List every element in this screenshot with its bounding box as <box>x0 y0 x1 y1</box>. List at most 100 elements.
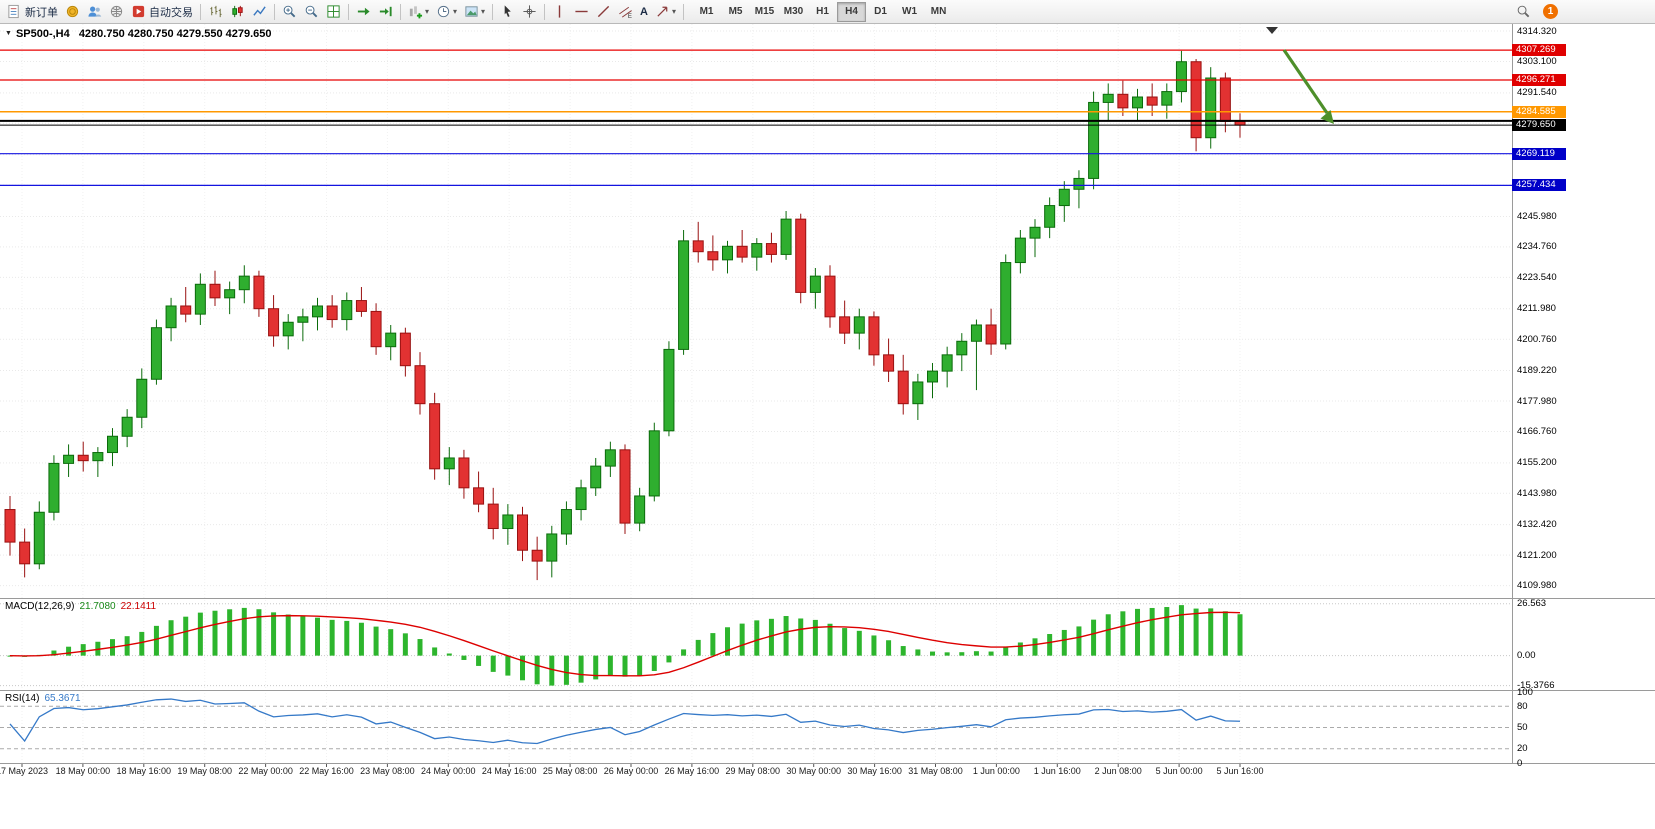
timeframe-button-h4[interactable]: H4 <box>837 1 867 22</box>
candle-body <box>1073 177 1085 190</box>
timeframe-button-m1[interactable]: M1 <box>699 6 714 17</box>
macd-histogram-bar <box>1149 607 1155 656</box>
macd-histogram-bar <box>241 607 247 656</box>
deposit-button[interactable] <box>62 2 83 22</box>
zoom-out-button[interactable] <box>301 2 322 22</box>
line-chart-button[interactable] <box>249 2 270 22</box>
macd-histogram-bar <box>1222 611 1228 656</box>
community-button[interactable] <box>106 2 127 22</box>
auto-scroll-button[interactable] <box>353 2 374 22</box>
candle-body <box>1117 93 1129 109</box>
cursor-button[interactable] <box>497 2 518 22</box>
horizontal-line-button[interactable] <box>571 2 592 22</box>
new-chart-dropdown[interactable]: ▾ <box>405 2 432 22</box>
candle-body <box>751 243 763 258</box>
toolbar-separator <box>683 3 685 20</box>
zoom-in-icon <box>283 5 296 18</box>
candle-body <box>590 465 602 489</box>
symbol-dropdown-icon[interactable]: ▼ <box>5 30 12 37</box>
profile-button[interactable] <box>84 2 105 22</box>
macd-histogram-bar <box>1178 605 1184 656</box>
autotrading-label: 自动交易 <box>149 6 193 19</box>
macd-histogram-bar <box>124 636 130 656</box>
macd-histogram-bar <box>768 618 774 656</box>
candle-body <box>707 251 719 261</box>
macd-histogram-bar <box>856 630 862 656</box>
template-image-icon <box>465 6 478 17</box>
candle-body <box>634 495 646 524</box>
macd-histogram-bar <box>783 616 789 656</box>
candle-body <box>180 305 192 315</box>
equidistant-channel-icon: E <box>619 6 632 19</box>
rsi-line <box>9 698 1241 745</box>
chart-shift-button[interactable] <box>375 2 396 22</box>
macd-histogram-bar <box>476 655 482 666</box>
notification-badge[interactable]: 1 <box>1543 4 1558 19</box>
candle-body <box>487 503 499 530</box>
candle-body <box>1132 96 1144 109</box>
macd-histogram-bar <box>520 655 526 681</box>
macd-histogram-bar <box>300 616 306 656</box>
timeframe-button-d1[interactable]: D1 <box>874 6 887 17</box>
macd-main-value: 21.7080 <box>79 601 116 612</box>
candle-body <box>443 457 455 470</box>
arrows-dropdown[interactable]: ▾ <box>652 2 679 22</box>
candlestick-chart-button[interactable] <box>227 2 248 22</box>
macd-histogram-bar <box>930 651 936 656</box>
candle-body <box>912 381 924 405</box>
candle-body <box>868 316 880 356</box>
macd-histogram-bar <box>490 655 496 672</box>
candle-body <box>1161 91 1173 106</box>
timeframe-button-m15[interactable]: M15 <box>754 6 775 17</box>
macd-histogram-bar <box>139 631 145 656</box>
profiles-dropdown[interactable]: ▾ <box>433 2 460 22</box>
macd-histogram-bar <box>80 644 86 656</box>
vertical-line-button[interactable] <box>549 2 570 22</box>
timeframe-button-mn[interactable]: MN <box>930 6 947 17</box>
candle-body <box>165 305 177 329</box>
candle-body <box>77 454 89 462</box>
timeframe-button-h1[interactable]: H1 <box>816 6 829 17</box>
timeframe-button-w1[interactable]: W1 <box>902 6 918 17</box>
macd-histogram-bar <box>798 618 804 656</box>
timeframe-button-m30[interactable]: M30 <box>783 6 804 17</box>
new-order-button[interactable]: 新订单 <box>4 2 61 22</box>
candle-body <box>63 454 75 464</box>
macd-histogram-bar <box>256 609 262 656</box>
candle-body <box>648 430 660 497</box>
autotrading-button[interactable]: 自动交易 <box>128 2 196 22</box>
timeframe-button-m5[interactable]: M5 <box>728 6 743 17</box>
candle-body <box>326 305 338 321</box>
search-button[interactable] <box>1513 2 1534 22</box>
trendline-icon <box>597 5 610 18</box>
candle-body <box>1000 262 1012 345</box>
bar-chart-icon <box>210 5 222 18</box>
candle-body <box>619 449 631 524</box>
toolbar-separator <box>544 3 546 20</box>
rsi-panel-header: RSI(14) 65.3671 <box>5 693 81 704</box>
candle-body <box>956 340 968 356</box>
templates-dropdown[interactable]: ▾ <box>461 2 488 22</box>
candle-body <box>1044 205 1056 228</box>
chart-shift-icon <box>379 6 392 17</box>
crosshair-button[interactable] <box>519 2 540 22</box>
macd-histogram-bar <box>227 609 233 656</box>
macd-panel-header: MACD(12,26,9) 21.7080 22.1411 <box>5 601 156 612</box>
candle-body <box>121 416 133 437</box>
text-tool-button[interactable]: A <box>637 2 651 22</box>
candle-body <box>824 275 836 318</box>
candle-body <box>399 332 411 367</box>
new-order-label: 新订单 <box>25 6 58 19</box>
macd-histogram-bar <box>622 655 628 677</box>
bar-chart-button[interactable] <box>205 2 226 22</box>
macd-histogram-bar <box>1076 626 1082 656</box>
candle-body <box>429 403 441 470</box>
candle-body <box>150 327 162 380</box>
zoom-in-button[interactable] <box>279 2 300 22</box>
candle-body <box>341 300 353 321</box>
tile-windows-button[interactable] <box>323 2 344 22</box>
macd-histogram-bar <box>1237 614 1243 656</box>
equidistant-channel-button[interactable]: E <box>615 2 636 22</box>
trendline-button[interactable] <box>593 2 614 22</box>
